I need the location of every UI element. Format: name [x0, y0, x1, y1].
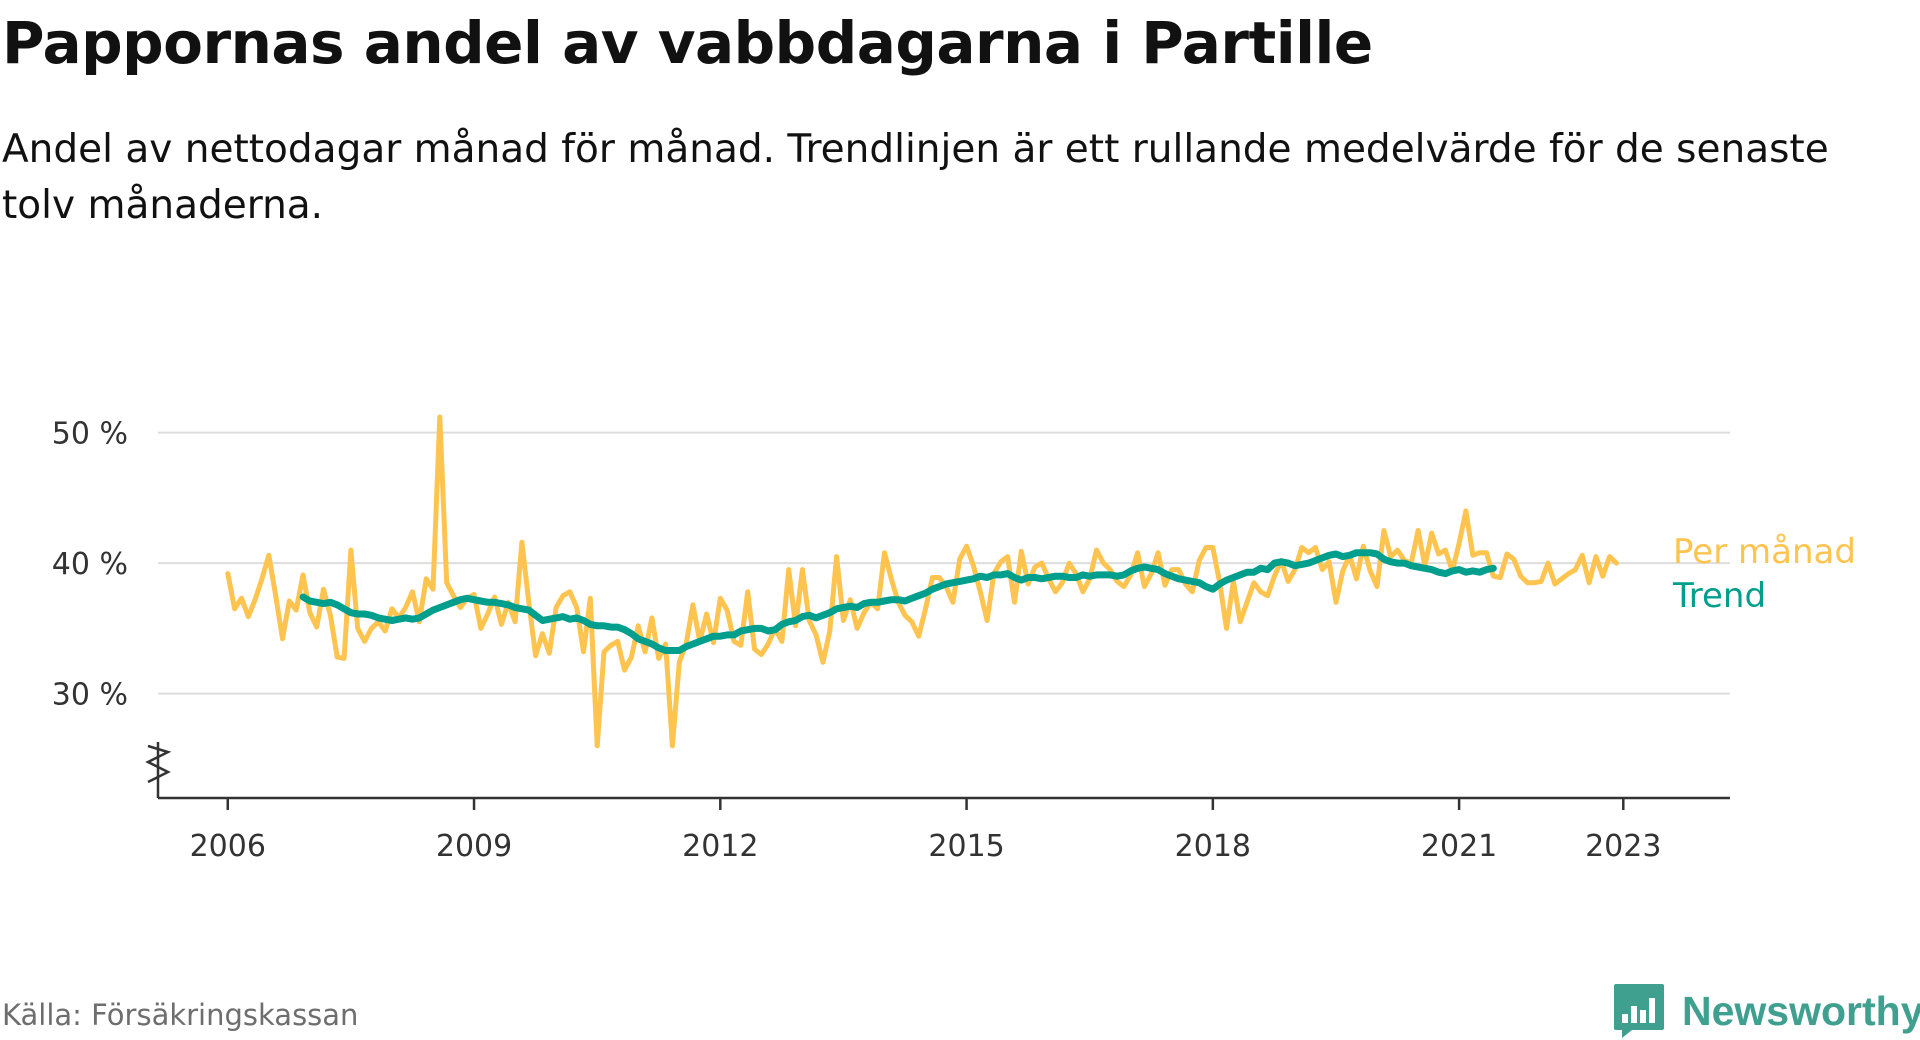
x-tick-label: 2012 [682, 829, 758, 864]
series-label: Per månad [1673, 532, 1856, 572]
y-tick-label: 40 % [52, 547, 128, 582]
chart-subtitle: Andel av nettodagar månad för månad. Tre… [2, 127, 1829, 228]
series-lines [225, 414, 1619, 749]
newsworthy-logo-icon [1614, 984, 1664, 1038]
y-axis-labels: 30 % 40 % 50 % [52, 417, 128, 713]
x-tick-label: 2009 [436, 829, 512, 864]
x-tick-label: 2023 [1585, 829, 1661, 864]
newsworthy-brand[interactable]: Newsworthy [1612, 982, 1920, 1040]
brand-name: Newsworthy [1682, 987, 1920, 1034]
series-line [225, 414, 1619, 749]
x-tick-label: 2015 [928, 829, 1004, 864]
axis-break-icon [145, 744, 172, 784]
series-label: Trend [1672, 576, 1766, 616]
x-axis: 2006 2009 2012 2015 2018 2021 2023 [145, 742, 1730, 864]
x-tick-label: 2018 [1175, 829, 1251, 864]
chart-title: Pappornas andel av vabbdagarna i Partill… [2, 9, 1373, 77]
source-note: Källa: Försäkringskassan [2, 998, 359, 1032]
x-tick-label: 2006 [190, 829, 266, 864]
gridlines [158, 431, 1730, 695]
y-tick-label: 50 % [52, 417, 128, 452]
y-tick-label: 30 % [52, 678, 128, 713]
series-line [299, 549, 1497, 654]
x-tick-label: 2021 [1421, 829, 1497, 864]
